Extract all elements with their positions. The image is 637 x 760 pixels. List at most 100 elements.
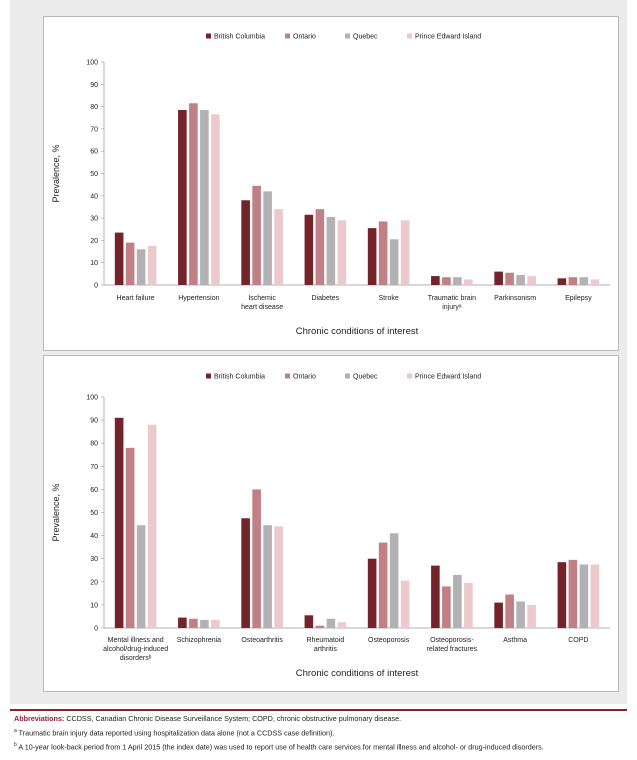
category-label-epilepsy: Epilepsy <box>565 295 592 302</box>
bar-ontario-diabetes <box>315 209 325 285</box>
bar-british-columbia-diabetes <box>304 214 314 285</box>
bar-group-osteoporosis <box>367 533 410 628</box>
bar-group-stroke <box>367 220 410 285</box>
bar-prince-edward-island-parkinsonism <box>527 276 536 285</box>
bar-british-columbia-osteoporosis-related-fractures <box>431 565 440 628</box>
y-tick-label-10: 10 <box>90 602 98 609</box>
bar-group-rheumatoid-arthritis <box>304 615 347 628</box>
bar-british-columbia-ischemic-heart-disease <box>241 200 250 285</box>
bar-british-columbia-schizophrenia <box>178 617 187 628</box>
bar-group-heart-failure <box>114 232 157 285</box>
legend-label-british-columbia: British Columbia <box>214 34 265 41</box>
bar-quebec-mental-illness-and-alcohol-drug-induced-disorders <box>136 525 146 628</box>
bar-ontario-stroke <box>378 221 388 285</box>
footnote-a-marker: a <box>14 728 17 734</box>
legend-item-prince-edward-island: Prince Edward Island <box>407 373 481 381</box>
bar-quebec-hypertension <box>200 109 209 285</box>
y-tick-label-20: 20 <box>90 238 98 245</box>
y-tick-label-30: 30 <box>90 216 98 223</box>
bar-prince-edward-island-hypertension <box>211 114 220 285</box>
y-axis-title: Prevalence, % <box>51 144 61 202</box>
y-tick-label-0: 0 <box>94 626 98 633</box>
legend-swatch-quebec <box>345 33 350 39</box>
bar-quebec-osteoarthritis <box>263 525 272 628</box>
category-label-mental-illness-and-alcohol-drug-induced-disorders: Mental illness and <box>108 637 164 644</box>
legend-item-british-columbia: British Columbia <box>206 33 265 41</box>
bar-quebec-schizophrenia <box>200 619 209 628</box>
bar-ontario-rheumatoid-arthritis <box>315 625 325 628</box>
category-label-parkinsonism: Parkinsonism <box>494 295 536 302</box>
bar-ontario-osteoporosis <box>378 542 388 628</box>
y-tick-label-0: 0 <box>94 283 98 290</box>
y-tick-label-80: 80 <box>90 441 98 448</box>
bar-group-diabetes <box>304 209 347 285</box>
bar-ontario-schizophrenia <box>189 618 198 628</box>
bar-british-columbia-epilepsy <box>557 278 567 285</box>
bar-british-columbia-osteoarthritis <box>241 518 250 628</box>
y-tick-label-40: 40 <box>90 533 98 540</box>
bar-prince-edward-island-mental-illness-and-alcohol-drug-induced-disorders <box>147 424 157 628</box>
bar-ontario-osteoarthritis <box>252 489 261 628</box>
legend-label-british-columbia: British Columbia <box>214 374 265 381</box>
bar-prince-edward-island-ischemic-heart-disease <box>274 209 283 285</box>
legend-swatch-british-columbia <box>206 33 211 39</box>
y-tick-label-70: 70 <box>90 126 98 133</box>
y-tick-label-90: 90 <box>90 418 98 425</box>
y-axis-title: Prevalence, % <box>51 483 61 541</box>
bar-quebec-ischemic-heart-disease <box>263 191 272 285</box>
category-label-mental-illness-and-alcohol-drug-induced-disorders-line-2: alcohol/drug-induced <box>103 646 168 653</box>
bar-group-parkinsonism <box>494 271 536 285</box>
category-label-heart-failure: Heart failure <box>117 295 155 302</box>
bar-quebec-parkinsonism <box>516 274 525 285</box>
legend-item-prince-edward-island: Prince Edward Island <box>407 33 481 41</box>
bar-quebec-rheumatoid-arthritis <box>326 618 336 628</box>
legend-item-ontario: Ontario <box>285 373 316 381</box>
bar-prince-edward-island-osteoporosis <box>400 580 410 628</box>
footnote-b-text: A 10-year look-back period from 1 April … <box>16 742 544 752</box>
category-label-diabetes: Diabetes <box>312 295 340 302</box>
footnotes: Abbreviations: CCDSS, Canadian Chronic D… <box>14 713 626 754</box>
legend-item-ontario: Ontario <box>285 33 316 41</box>
y-tick-label-40: 40 <box>90 193 98 200</box>
category-label-osteoporosis-related-fractures-line-2: related fractures <box>427 646 478 653</box>
bar-british-columbia-asthma <box>494 602 503 628</box>
abbreviations-text: CCDSS, Canadian Chronic Disease Surveill… <box>64 714 402 723</box>
bar-quebec-copd <box>579 564 589 628</box>
legend-swatch-ontario <box>285 33 290 39</box>
bar-ontario-parkinsonism <box>505 272 514 285</box>
footnote-b: b A 10-year look-back period from 1 Apri… <box>14 739 626 753</box>
category-label-copd: COPD <box>568 637 588 644</box>
y-tick-label-80: 80 <box>90 104 98 111</box>
bar-british-columbia-copd <box>557 562 567 628</box>
y-tick-label-60: 60 <box>90 487 98 494</box>
chart-panel-2: British Columbia Ontario Quebec Prince Edwa… <box>43 355 619 692</box>
category-label-stroke: Stroke <box>379 295 399 302</box>
category-label-osteoporosis: Osteoporosis <box>368 637 410 644</box>
legend-label-quebec: Quebec <box>353 34 378 41</box>
legend-label-quebec: Quebec <box>353 374 378 381</box>
category-label-mental-illness-and-alcohol-drug-induced-disorders-line-3: disordersᵇ <box>120 655 152 662</box>
legend-swatch-prince-edward-island <box>407 373 412 379</box>
category-label-hypertension: Hypertension <box>178 295 219 302</box>
bar-ontario-heart-failure <box>125 242 135 285</box>
footnote-a: a Traumatic brain injury data reported u… <box>14 725 626 739</box>
legend-label-prince-edward-island: Prince Edward Island <box>415 374 481 381</box>
x-axis-title: Chronic conditions of interest <box>296 326 419 337</box>
category-label-ischemic-heart-disease: Ischemic <box>248 295 276 302</box>
chart-panel-1: British Columbia Ontario Quebec Prince Edwa… <box>43 16 619 351</box>
y-tick-label-30: 30 <box>90 556 98 563</box>
legend-swatch-ontario <box>285 373 290 379</box>
y-tick-label-90: 90 <box>90 82 98 89</box>
bar-group-osteoarthritis <box>241 489 283 628</box>
figure-background: British Columbia Ontario Quebec Prince Edwa… <box>10 0 627 704</box>
legend-swatch-prince-edward-island <box>407 33 412 39</box>
legend-item-quebec: Quebec <box>345 373 378 381</box>
bar-ontario-hypertension <box>189 103 198 285</box>
bar-group-epilepsy <box>557 277 600 285</box>
category-label-schizophrenia: Schizophrenia <box>177 637 221 644</box>
x-axis-title: Chronic conditions of interest <box>296 668 419 679</box>
bar-quebec-osteoporosis <box>389 533 399 628</box>
bar-british-columbia-parkinsonism <box>494 271 503 285</box>
legend-label-prince-edward-island: Prince Edward Island <box>415 34 481 41</box>
